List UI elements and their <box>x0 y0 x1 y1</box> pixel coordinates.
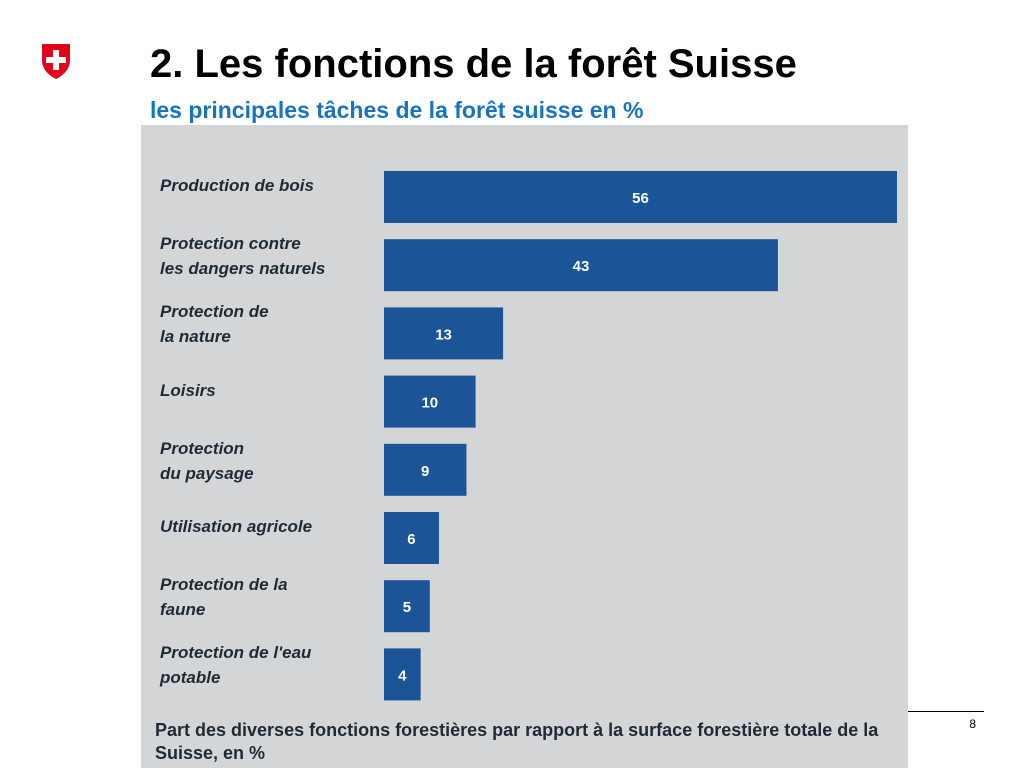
category-label: Protection de l'eau potable <box>160 643 312 688</box>
bar <box>384 648 421 701</box>
bar <box>384 580 430 633</box>
bar-value-label: 9 <box>421 463 429 480</box>
bar-value-label: 13 <box>435 326 452 343</box>
category-label: Protection de la faune <box>160 575 288 620</box>
footer-divider <box>908 711 984 712</box>
chart-figure: 56 43 13 10 9 6 5 4 Production de bois Protectio… <box>141 125 908 768</box>
swiss-cross-shield-icon <box>42 44 70 79</box>
category-label: Utilisation agricole <box>160 517 313 536</box>
category-label: Production de bois <box>160 176 314 195</box>
bar-value-label: 4 <box>398 667 407 684</box>
bar-value-label: 43 <box>573 258 590 275</box>
bar <box>384 375 476 428</box>
category-label: Loisirs <box>160 380 216 400</box>
slide-title: 2. Les fonctions de la forêt Suisse <box>150 42 797 86</box>
chart-caption: Part des diverses fonctions forestières … <box>155 720 879 763</box>
category-label: Protection contre les dangers naturels <box>160 234 326 279</box>
bar <box>384 171 897 223</box>
bar <box>384 443 467 496</box>
bar-value-label: 6 <box>407 531 415 548</box>
bar-value-label: 10 <box>421 395 438 412</box>
category-label: Protection du paysage <box>160 438 254 483</box>
category-label: Protection de la nature <box>160 302 269 347</box>
slide-subtitle: les principales tâches de la forêt suiss… <box>150 97 644 123</box>
bar-value-label: 56 <box>632 190 649 207</box>
bar-chart: 56 43 13 10 9 6 5 4 <box>384 171 897 701</box>
bar <box>384 307 504 360</box>
bar-value-label: 5 <box>403 599 411 616</box>
bar <box>384 512 439 564</box>
page-number: 8 <box>969 717 976 731</box>
bar <box>384 239 778 292</box>
